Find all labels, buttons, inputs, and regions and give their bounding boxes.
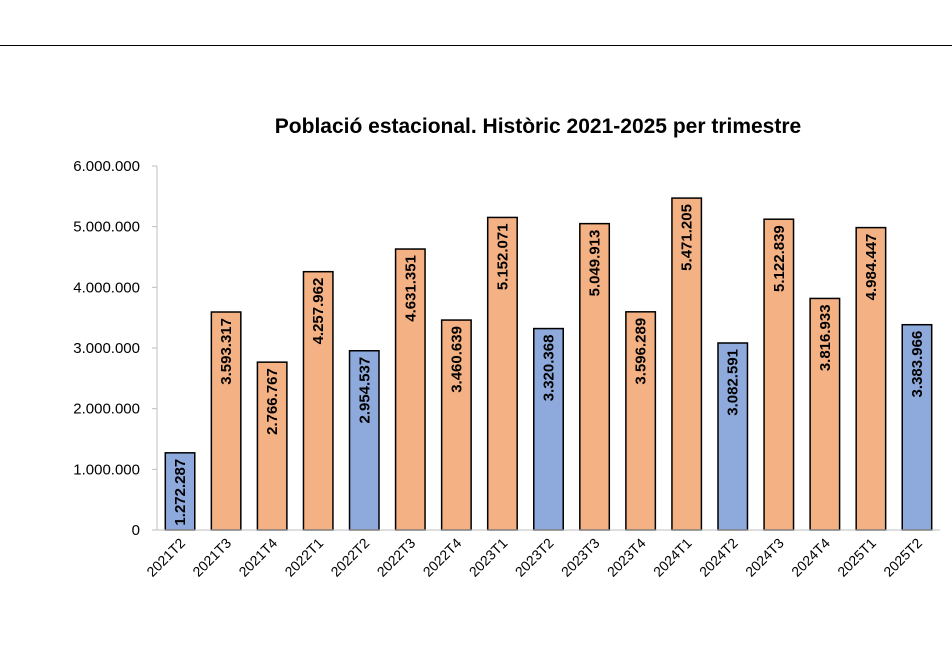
y-tick-label: 3.000.000 — [73, 340, 140, 357]
data-label-2023T2: 3.320.368 — [541, 335, 558, 402]
x-tick-label-2024T1: 2024T1 — [650, 535, 695, 580]
x-tick-label-2022T3: 2022T3 — [374, 535, 419, 580]
y-tick-label: 0 — [132, 522, 140, 539]
data-label-2024T2: 3.082.591 — [725, 349, 742, 416]
data-label-2025T1: 4.984.447 — [863, 234, 880, 301]
bar-2021T3 — [210, 311, 242, 531]
x-axis: 2021T2 2021T3 2021T4 2022T1 2022T2 2022T3 2022… — [143, 529, 940, 580]
chart-title: Població estacional. Històric 2021-2025 … — [275, 115, 801, 138]
x-tick-label-2024T4: 2024T4 — [788, 535, 833, 580]
data-label-2024T3: 5.122.839 — [771, 225, 788, 292]
y-axis: 0 1.000.000 2.000.000 3.000.000 4.000.000 5.0… — [73, 158, 158, 539]
x-tick-label-2024T3: 2024T3 — [742, 535, 787, 580]
bar-2022T3 — [394, 248, 426, 531]
x-tick-label-2021T2: 2021T2 — [143, 535, 188, 580]
x-tick-label-2022T4: 2022T4 — [420, 535, 465, 580]
cropped-footer-text — [110, 638, 910, 651]
y-tick-label: 5.000.000 — [73, 219, 140, 236]
bar-2025T1 — [855, 226, 887, 531]
data-label-2023T3: 5.049.913 — [587, 230, 604, 297]
bar-2022T4 — [440, 319, 472, 531]
data-label-2021T2: 1.272.287 — [172, 459, 189, 526]
x-tick-label-2023T3: 2023T3 — [558, 535, 603, 580]
y-tick-label: 2.000.000 — [73, 401, 140, 418]
x-tick-label-2022T2: 2022T2 — [327, 535, 372, 580]
y-tick-label: 1.000.000 — [73, 461, 140, 478]
x-tick-label-2025T1: 2025T1 — [834, 535, 879, 580]
data-label-2022T3: 4.631.351 — [402, 255, 419, 322]
y-tick-label: 4.000.000 — [73, 279, 140, 296]
data-label-2022T1: 4.257.962 — [310, 278, 327, 345]
data-label-2023T1: 5.152.071 — [494, 223, 511, 290]
data-label-2022T4: 3.460.639 — [448, 326, 465, 393]
bar-2022T1 — [302, 270, 334, 531]
top-divider-line — [0, 45, 952, 46]
bar-2022T2 — [348, 350, 380, 531]
data-label-2023T4: 3.596.289 — [633, 318, 650, 385]
x-tick-label-2021T3: 2021T3 — [189, 535, 234, 580]
x-tick-label-2024T2: 2024T2 — [696, 535, 741, 580]
x-tick-label-2023T2: 2023T2 — [512, 535, 557, 580]
data-label-2021T3: 3.593.317 — [218, 318, 235, 385]
data-labels-group: 1.272.287 3.593.317 2.766.767 4.257.962 2.95… — [172, 204, 926, 525]
bar-2025T2 — [901, 323, 933, 531]
x-tick-label-2023T1: 2023T1 — [466, 535, 511, 580]
bars-group — [164, 197, 933, 531]
bar-2023T3 — [579, 222, 611, 531]
data-label-2025T2: 3.383.966 — [909, 331, 926, 398]
data-label-2024T4: 3.816.933 — [817, 304, 834, 371]
data-label-2021T4: 2.766.767 — [264, 368, 281, 435]
x-tick-label-2022T1: 2022T1 — [281, 535, 326, 580]
bar-2023T1 — [486, 216, 518, 531]
data-label-2024T1: 5.471.205 — [679, 204, 696, 271]
x-tick-label-2025T2: 2025T2 — [880, 535, 925, 580]
data-label-2022T2: 2.954.537 — [356, 357, 373, 424]
bar-2023T2 — [533, 327, 564, 531]
x-tick-label-2021T4: 2021T4 — [235, 535, 280, 580]
bar-2024T3 — [763, 218, 795, 531]
bar-2024T4 — [809, 297, 841, 531]
bar-2024T2 — [717, 342, 749, 531]
x-tick-label-2023T4: 2023T4 — [604, 535, 649, 580]
bar-2023T4 — [625, 311, 657, 531]
y-tick-label: 6.000.000 — [73, 158, 140, 175]
